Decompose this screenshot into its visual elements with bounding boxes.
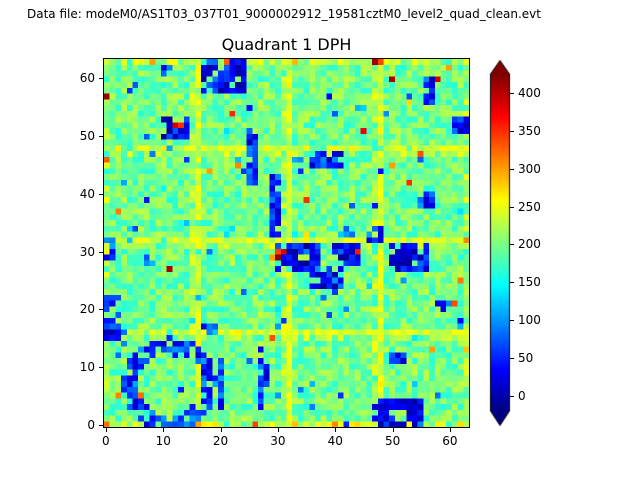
colorbar-tick-label: 150 bbox=[518, 275, 541, 290]
x-axis-tick bbox=[392, 428, 394, 432]
x-axis-tick bbox=[449, 428, 451, 432]
y-axis-tick bbox=[99, 309, 103, 311]
y-axis-tick-label: 20 bbox=[79, 302, 95, 317]
y-axis-tick-label: 10 bbox=[79, 360, 95, 375]
colorbar-tick bbox=[510, 320, 514, 322]
heatmap-plot-area bbox=[103, 58, 470, 428]
x-axis-tick bbox=[277, 428, 279, 432]
colorbar-tick bbox=[510, 206, 514, 208]
x-axis-tick-label: 50 bbox=[384, 434, 401, 448]
y-axis-tick bbox=[99, 78, 103, 80]
colorbar-tick bbox=[510, 244, 514, 246]
y-axis-tick bbox=[99, 367, 103, 369]
x-axis-tick bbox=[105, 428, 107, 432]
y-axis-tick-label: 0 bbox=[87, 418, 95, 433]
y-axis-tick bbox=[99, 425, 103, 427]
y-axis-tick-label: 30 bbox=[79, 244, 95, 259]
chart-title: Quadrant 1 DPH bbox=[221, 35, 352, 54]
x-axis-tick-label: 30 bbox=[270, 434, 286, 448]
y-axis-tick bbox=[99, 193, 103, 195]
colorbar-tick bbox=[510, 395, 514, 397]
colorbar-tick-label: 250 bbox=[518, 199, 541, 214]
x-axis-tick bbox=[335, 428, 337, 432]
x-axis-tick bbox=[220, 428, 222, 432]
colorbar-tick bbox=[510, 130, 514, 132]
data-file-label: Data file: modeM0/AS1T03_037T01_90000029… bbox=[27, 7, 541, 21]
colorbar-tick-label: 0 bbox=[518, 388, 526, 403]
x-axis-tick-label: 40 bbox=[327, 434, 343, 448]
y-axis-tick-label: 40 bbox=[79, 186, 95, 201]
colorbar-tick bbox=[510, 282, 514, 284]
colorbar-tick-label: 400 bbox=[518, 85, 541, 100]
colorbar-tick-label: 100 bbox=[518, 313, 541, 328]
heatmap-image bbox=[104, 59, 469, 427]
x-axis-tick-label: 0 bbox=[102, 434, 110, 448]
colorbar-tick-label: 300 bbox=[518, 161, 541, 176]
y-axis-tick-label: 50 bbox=[79, 129, 95, 144]
colorbar bbox=[489, 60, 511, 426]
colorbar-tick bbox=[510, 357, 514, 359]
y-axis-tick bbox=[99, 136, 103, 138]
colorbar-tick-label: 200 bbox=[518, 237, 541, 252]
x-axis-tick bbox=[163, 428, 165, 432]
y-axis-tick-label: 60 bbox=[79, 71, 95, 86]
colorbar-tick-label: 50 bbox=[518, 350, 534, 365]
colorbar-tick bbox=[510, 168, 514, 170]
y-axis-tick bbox=[99, 251, 103, 253]
x-axis-tick-label: 20 bbox=[212, 434, 229, 448]
x-axis-tick-label: 10 bbox=[155, 434, 171, 448]
colorbar-tick bbox=[510, 92, 514, 94]
x-axis-tick-label: 60 bbox=[442, 434, 458, 448]
colorbar-tick-label: 350 bbox=[518, 123, 541, 138]
